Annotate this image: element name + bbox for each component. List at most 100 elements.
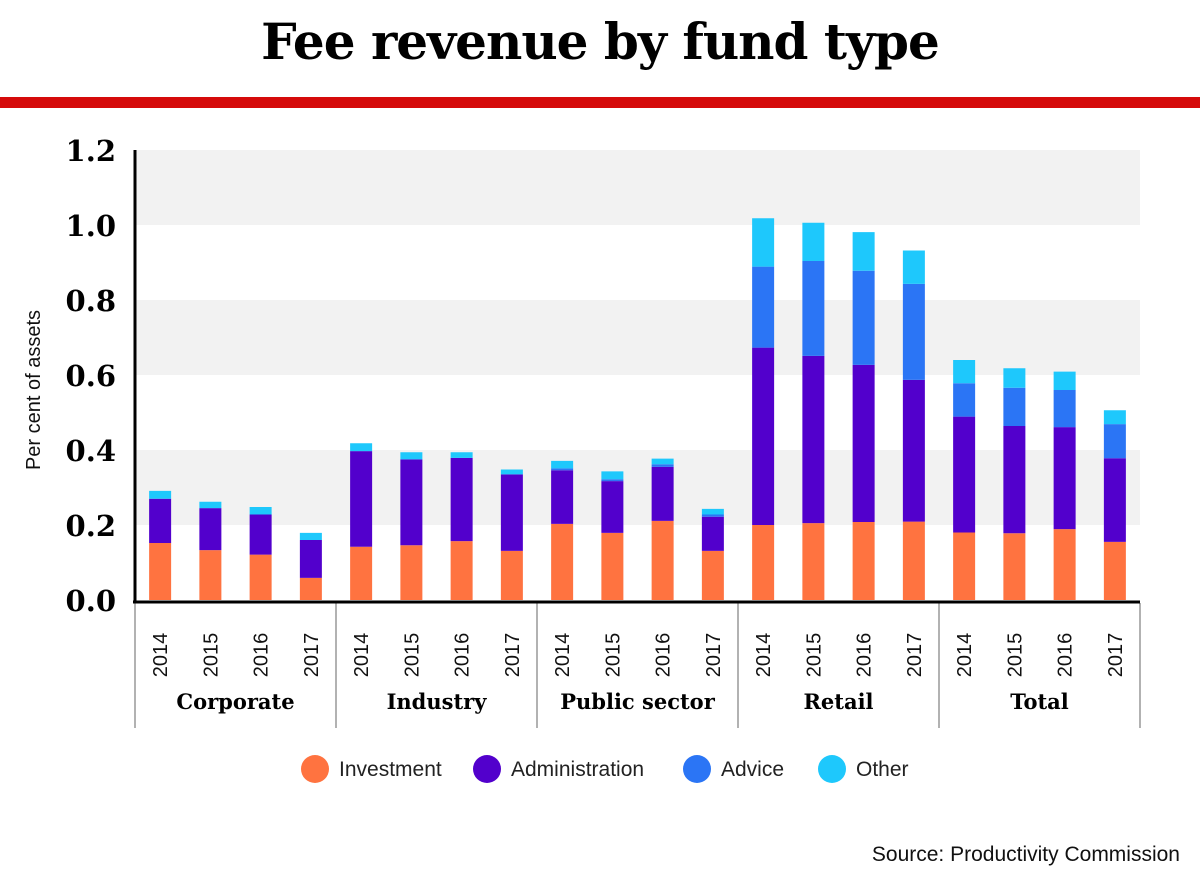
- bar-administration: [299, 540, 322, 578]
- bar-investment: [752, 525, 775, 600]
- group-label: Corporate: [176, 689, 294, 714]
- bar-administration: [852, 364, 875, 522]
- y-tick-label: 0.4: [66, 434, 116, 468]
- bar-administration: [249, 514, 272, 555]
- x-tick-label: 2014: [150, 633, 172, 678]
- y-tick-label: 1.2: [66, 134, 116, 168]
- bar-investment: [350, 546, 373, 600]
- chart-title: Fee revenue by fund type: [261, 12, 940, 71]
- bar-investment: [852, 522, 875, 600]
- bar-investment: [1103, 541, 1126, 600]
- x-tick-label: 2014: [954, 633, 976, 678]
- bar-advice: [551, 468, 574, 471]
- bar-investment: [1003, 533, 1026, 600]
- bar-investment: [953, 532, 976, 600]
- bar-administration: [1053, 427, 1076, 530]
- y-tick-label: 0.0: [66, 584, 116, 618]
- y-tick-label: 0.6: [66, 359, 116, 393]
- bar-investment: [299, 577, 322, 600]
- bar-investment: [450, 541, 473, 600]
- x-tick-label: 2016: [854, 633, 876, 678]
- legend-label: Administration: [511, 758, 644, 781]
- bar-administration: [752, 347, 775, 525]
- bar-other: [802, 222, 825, 261]
- legend-marker-administration: [473, 755, 501, 783]
- bar-other: [500, 469, 523, 475]
- bar-investment: [199, 550, 222, 600]
- y-tick-label: 1.0: [66, 209, 116, 243]
- x-tick-label: 2017: [1105, 633, 1127, 678]
- legend-marker-other: [818, 755, 846, 783]
- bar-other: [249, 507, 272, 515]
- bar-advice: [802, 261, 825, 356]
- bar-advice: [752, 266, 775, 348]
- bar-other: [149, 490, 172, 499]
- bar-advice: [601, 479, 624, 482]
- bar-investment: [802, 523, 825, 600]
- legend-marker-investment: [301, 755, 329, 783]
- bar-investment: [149, 543, 172, 600]
- bar-administration: [350, 451, 373, 547]
- y-tick-label: 0.8: [66, 284, 116, 318]
- bar-other: [1053, 371, 1076, 390]
- bar-investment: [601, 532, 624, 600]
- group-label: Total: [1010, 689, 1069, 714]
- bar-other: [852, 232, 875, 271]
- bar-other: [551, 460, 574, 469]
- x-tick-label: 2014: [351, 633, 373, 678]
- bar-administration: [199, 508, 222, 551]
- x-tick-label: 2014: [552, 633, 574, 678]
- x-tick-label: 2015: [200, 633, 222, 678]
- title-divider: [0, 97, 1200, 108]
- bar-investment: [651, 520, 674, 600]
- y-axis-label: Per cent of assets: [23, 310, 45, 470]
- grid-band: [135, 300, 1140, 375]
- x-tick-label: 2017: [502, 633, 524, 678]
- bar-other: [1003, 368, 1026, 388]
- bar-administration: [400, 459, 423, 546]
- bar-administration: [953, 416, 976, 533]
- bar-advice: [902, 283, 925, 380]
- x-tick-label: 2015: [803, 633, 825, 678]
- bar-investment: [902, 521, 925, 600]
- x-tick-label: 2017: [904, 633, 926, 678]
- bar-administration: [1003, 426, 1026, 534]
- x-tick-label: 2017: [301, 633, 323, 678]
- bar-investment: [701, 550, 724, 600]
- bar-advice: [1003, 387, 1026, 426]
- bar-other: [299, 532, 322, 540]
- x-tick-label: 2017: [703, 633, 725, 678]
- x-tick-label: 2015: [1004, 633, 1026, 678]
- bar-administration: [701, 516, 724, 551]
- bar-other: [1103, 410, 1126, 425]
- legend-label: Advice: [721, 758, 784, 781]
- bar-other: [199, 501, 222, 509]
- group-label: Public sector: [560, 689, 715, 714]
- legend-label: Other: [856, 758, 909, 781]
- bar-administration: [1103, 458, 1126, 542]
- bar-administration: [651, 466, 674, 521]
- bar-other: [350, 443, 373, 452]
- x-tick-label: 2016: [452, 633, 474, 678]
- bar-investment: [551, 523, 574, 600]
- bar-other: [450, 452, 473, 458]
- bar-other: [400, 452, 423, 460]
- bar-advice: [651, 464, 674, 467]
- grid-band: [135, 150, 1140, 225]
- bar-other: [752, 218, 775, 267]
- x-tick-label: 2014: [753, 633, 775, 678]
- group-label: Retail: [803, 689, 873, 714]
- x-tick-label: 2016: [1055, 633, 1077, 678]
- bar-advice: [701, 514, 724, 517]
- bar-advice: [1103, 424, 1126, 459]
- bar-investment: [500, 550, 523, 600]
- bar-advice: [1053, 390, 1076, 428]
- bar-other: [902, 250, 925, 284]
- x-tick-label: 2015: [401, 633, 423, 678]
- bar-administration: [601, 481, 624, 533]
- bar-administration: [149, 498, 172, 543]
- bar-other: [651, 458, 674, 465]
- bar-administration: [500, 474, 523, 551]
- bar-administration: [902, 379, 925, 522]
